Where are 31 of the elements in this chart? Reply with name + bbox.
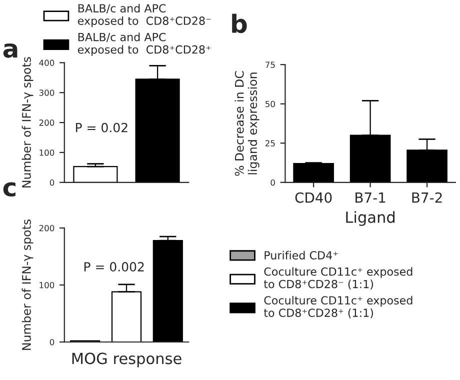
y-tick-label: 200	[39, 120, 54, 126]
annotation: P = 0.02	[76, 122, 128, 132]
x-tick-label: B7-2	[412, 192, 442, 203]
y-tick-label: 400	[39, 60, 54, 66]
legend-label: BALB/c and APC exposed to CD8⁺CD28⁻	[78, 4, 211, 28]
y-tick-label: 25	[265, 140, 275, 146]
legend-label: Purified CD4⁺	[264, 250, 338, 260]
annotation: P = 0.002	[84, 262, 144, 272]
y-axis-title: Number of IFN-γ spots	[22, 57, 34, 188]
y-tick-label: 75	[266, 62, 275, 68]
y-tick-label: 200	[39, 224, 54, 232]
x-axis-title: MOG response	[72, 352, 182, 368]
y-axis-title: % Decrease in DC ligand expression	[234, 71, 260, 176]
y-tick-label: 0	[50, 338, 54, 346]
legend-label: BALB/c and APC exposed to CD8⁺CD28⁺	[78, 32, 211, 56]
legend-label: Coculture CD11c⁺ exposed to CD8⁺CD28⁻ (1:1)	[264, 267, 412, 290]
y-tick-label: 50	[266, 100, 275, 108]
chart-title: a	[3, 44, 18, 58]
legend-label: Coculture CD11c⁺ exposed to CD8⁺CD28⁺ (1:1)	[264, 296, 412, 318]
y-tick-label: 0	[270, 179, 275, 186]
bar	[293, 162, 334, 182]
chart-title: b	[232, 14, 247, 34]
chart-title: c	[3, 182, 16, 197]
y-tick-label: 300	[39, 90, 54, 96]
y-tick-label: 100	[40, 282, 54, 288]
x-tick-label: CD40	[295, 192, 332, 203]
y-tick-label: 100	[40, 149, 54, 156]
y-axis-title: Number of IFN-γ spots	[22, 220, 34, 350]
x-axis-title: Ligand	[346, 211, 395, 226]
y-tick-label: 0	[50, 179, 54, 186]
x-tick-label: B7-1	[356, 192, 386, 203]
